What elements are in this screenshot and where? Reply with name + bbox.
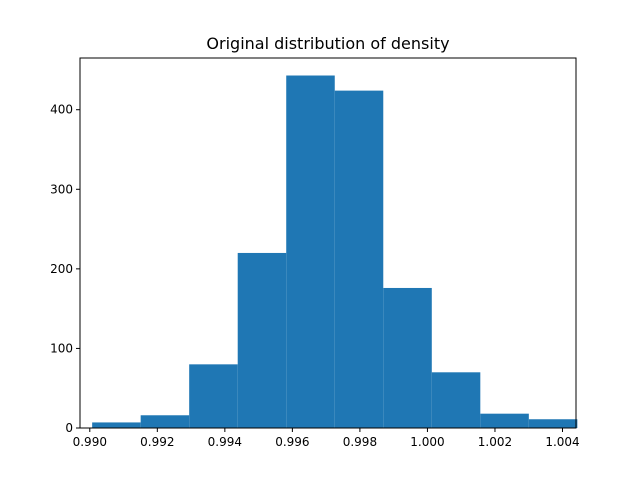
x-tick-label: 0.992 bbox=[140, 435, 174, 449]
plot-frame bbox=[79, 57, 577, 429]
histogram-bars bbox=[92, 75, 578, 429]
x-tick-label: 0.998 bbox=[343, 435, 377, 449]
histogram-bar bbox=[383, 287, 432, 428]
histogram-bar bbox=[189, 364, 238, 428]
histogram-bar bbox=[431, 372, 481, 428]
y-tick-label: 200 bbox=[50, 262, 73, 276]
histogram-bar bbox=[480, 413, 529, 428]
y-tick-label: 300 bbox=[50, 182, 73, 196]
histogram-bar bbox=[528, 419, 578, 428]
y-tick-label: 0 bbox=[65, 421, 73, 435]
histogram-bar bbox=[237, 252, 287, 428]
histogram-bar bbox=[286, 75, 335, 428]
x-tick-label: 1.000 bbox=[410, 435, 444, 449]
chart-title: Original distribution of density bbox=[206, 34, 449, 53]
histogram-bar bbox=[140, 415, 190, 428]
x-tick-label: 0.994 bbox=[208, 435, 242, 449]
y-tick-label: 100 bbox=[50, 341, 73, 355]
x-tick-label: 1.004 bbox=[545, 435, 579, 449]
y-tick-label: 400 bbox=[50, 103, 73, 117]
x-tick-label: 0.996 bbox=[275, 435, 309, 449]
x-tick-label: 1.002 bbox=[478, 435, 512, 449]
histogram-bar bbox=[92, 422, 141, 428]
y-axis: 0 100 200 300 400 bbox=[50, 103, 80, 435]
histogram-bar bbox=[334, 90, 384, 429]
x-axis: 0.990 0.992 0.994 0.996 0.998 1.000 1.002 1.004 bbox=[73, 428, 580, 449]
x-tick-label: 0.990 bbox=[73, 435, 107, 449]
